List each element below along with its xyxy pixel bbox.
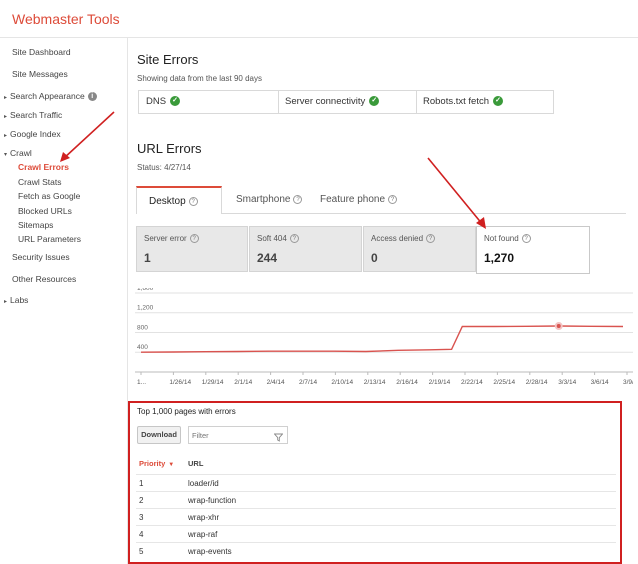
- x-tick-label: 1/29/14: [202, 379, 224, 386]
- site-errors-subtitle: Showing data from the last 90 days: [137, 74, 262, 83]
- x-tick-label: 2/25/14: [493, 379, 515, 386]
- sort-desc-icon: ▼: [168, 462, 175, 468]
- metric-card-server-error[interactable]: Server error? 1: [136, 226, 248, 272]
- sidebar-item-google-index[interactable]: ▸ Google Index: [4, 129, 61, 139]
- url-errors-status: Status: 4/27/14: [137, 163, 191, 172]
- tab-feature-phone[interactable]: Feature phone?: [308, 186, 409, 214]
- x-tick-label: 2/4/14: [267, 379, 285, 386]
- y-tick-label: 1,600: [137, 288, 154, 292]
- server-connectivity-check[interactable]: Server connectivity ✓: [285, 91, 380, 113]
- info-icon[interactable]: i: [87, 92, 97, 102]
- tab-smartphone[interactable]: Smartphone?: [224, 186, 314, 214]
- table-row[interactable]: 5 wrap-events: [136, 542, 616, 559]
- sidebar-item-search-appearance[interactable]: ▸ Search Appearance i: [4, 91, 97, 102]
- x-tick-label: 3/3/14: [558, 379, 576, 386]
- y-tick-label: 400: [137, 344, 148, 351]
- x-tick-label: 2/10/14: [331, 379, 353, 386]
- sidebar-item-crawl[interactable]: ▾ Crawl: [4, 148, 32, 158]
- help-icon[interactable]: ?: [289, 234, 299, 244]
- check-icon: ✓: [369, 96, 380, 107]
- x-tick-label: 3/9/14: [623, 379, 633, 386]
- help-icon[interactable]: ?: [388, 194, 398, 204]
- app-title[interactable]: Webmaster Tools: [12, 11, 120, 27]
- metric-value: 1: [144, 251, 151, 265]
- metric-label: Access denied: [371, 234, 424, 243]
- x-tick-label: 2/7/14: [299, 379, 317, 386]
- x-tick-label: 1...: [137, 379, 146, 386]
- metric-value: 244: [257, 251, 278, 265]
- y-tick-label: 800: [137, 324, 148, 331]
- x-tick-label: 2/19/14: [429, 379, 451, 386]
- site-errors-title: Site Errors: [137, 52, 199, 67]
- divider: [278, 91, 279, 113]
- annotation-highlight-box: [128, 401, 622, 564]
- metric-card-not-found[interactable]: Not found? 1,270: [476, 226, 590, 274]
- x-tick-label: 2/22/14: [461, 379, 483, 386]
- expand-triangle-icon: ▸: [4, 133, 8, 139]
- table-title: Top 1,000 pages with errors: [137, 407, 236, 416]
- metric-label: Not found: [484, 234, 519, 243]
- x-tick-label: 1/26/14: [169, 379, 191, 386]
- x-tick-label: 2/16/14: [396, 379, 418, 386]
- filter-icon[interactable]: [273, 429, 284, 442]
- dns-check[interactable]: DNS ✓: [146, 91, 181, 113]
- sidebar-item-labs[interactable]: ▸ Labs: [4, 295, 29, 305]
- metric-card-access-denied[interactable]: Access denied? 0: [363, 226, 476, 272]
- sidebar-item-sitemaps[interactable]: Sitemaps: [18, 220, 54, 230]
- metric-card-soft-404[interactable]: Soft 404? 244: [249, 226, 362, 272]
- sidebar-item-crawl-stats[interactable]: Crawl Stats: [18, 177, 62, 187]
- app-header: Webmaster Tools: [0, 0, 638, 38]
- sidebar-item-security-issues[interactable]: Security Issues: [12, 252, 70, 262]
- sidebar-item-crawl-errors[interactable]: Crawl Errors: [18, 162, 70, 172]
- expand-triangle-icon: ▸: [4, 299, 8, 305]
- collapse-triangle-icon: ▾: [4, 152, 8, 158]
- filter-input[interactable]: [188, 426, 288, 444]
- not-found-trend-chart[interactable]: 1,600 1,200 800 400 1... 1/26/14 1/29/14 2/1/14…: [133, 288, 633, 390]
- sidebar-item-other-resources[interactable]: Other Resources: [12, 274, 77, 284]
- x-tick-label: 2/13/14: [364, 379, 386, 386]
- sidebar-item-site-dashboard[interactable]: Site Dashboard: [12, 47, 71, 57]
- help-icon[interactable]: ?: [188, 196, 198, 206]
- sidebar-item-site-messages[interactable]: Site Messages: [12, 69, 68, 79]
- expand-triangle-icon: ▸: [4, 95, 8, 101]
- help-icon[interactable]: ?: [426, 234, 436, 244]
- help-icon[interactable]: ?: [521, 234, 531, 244]
- tab-desktop[interactable]: Desktop?: [136, 186, 222, 214]
- annotation-arrow: [427, 157, 484, 226]
- expand-triangle-icon: ▸: [4, 114, 8, 120]
- sidebar-item-blocked-urls[interactable]: Blocked URLs: [18, 206, 72, 216]
- x-tick-label: 3/6/14: [591, 379, 609, 386]
- url-errors-title: URL Errors: [137, 141, 202, 156]
- url-column-header[interactable]: URL: [188, 459, 204, 468]
- site-errors-panel: DNS ✓ Server connectivity ✓ Robots.txt fet…: [138, 90, 554, 114]
- table-row[interactable]: 4 wrap-raf: [136, 525, 616, 542]
- divider: [416, 91, 417, 113]
- sidebar-item-url-parameters[interactable]: URL Parameters: [18, 234, 81, 244]
- sidebar-item-fetch-as-google[interactable]: Fetch as Google: [18, 191, 81, 201]
- x-tick-label: 2/28/14: [526, 379, 548, 386]
- table-row[interactable]: 3 wrap-xhr: [136, 508, 616, 525]
- robots-fetch-check[interactable]: Robots.txt fetch ✓: [423, 91, 504, 113]
- tab-baseline: [136, 213, 626, 214]
- table-row[interactable]: 2 wrap-function: [136, 491, 616, 508]
- download-button[interactable]: Download: [137, 426, 181, 444]
- sidebar-item-search-traffic[interactable]: ▸ Search Traffic: [4, 110, 63, 120]
- table-row[interactable]: 1 loader/id: [136, 474, 616, 491]
- metric-label: Soft 404: [257, 234, 287, 243]
- y-tick-label: 1,200: [137, 305, 154, 312]
- x-tick-label: 2/1/14: [234, 379, 252, 386]
- priority-column-header[interactable]: Priority ▼: [139, 459, 175, 468]
- metric-value: 1,270: [484, 251, 515, 265]
- metric-label: Server error: [144, 234, 187, 243]
- help-icon[interactable]: ?: [189, 234, 199, 244]
- check-icon: ✓: [493, 96, 504, 107]
- data-point: [556, 324, 561, 329]
- metric-value: 0: [371, 251, 378, 265]
- check-icon: ✓: [170, 96, 181, 107]
- help-icon[interactable]: ?: [293, 194, 303, 204]
- series-line: [140, 325, 624, 353]
